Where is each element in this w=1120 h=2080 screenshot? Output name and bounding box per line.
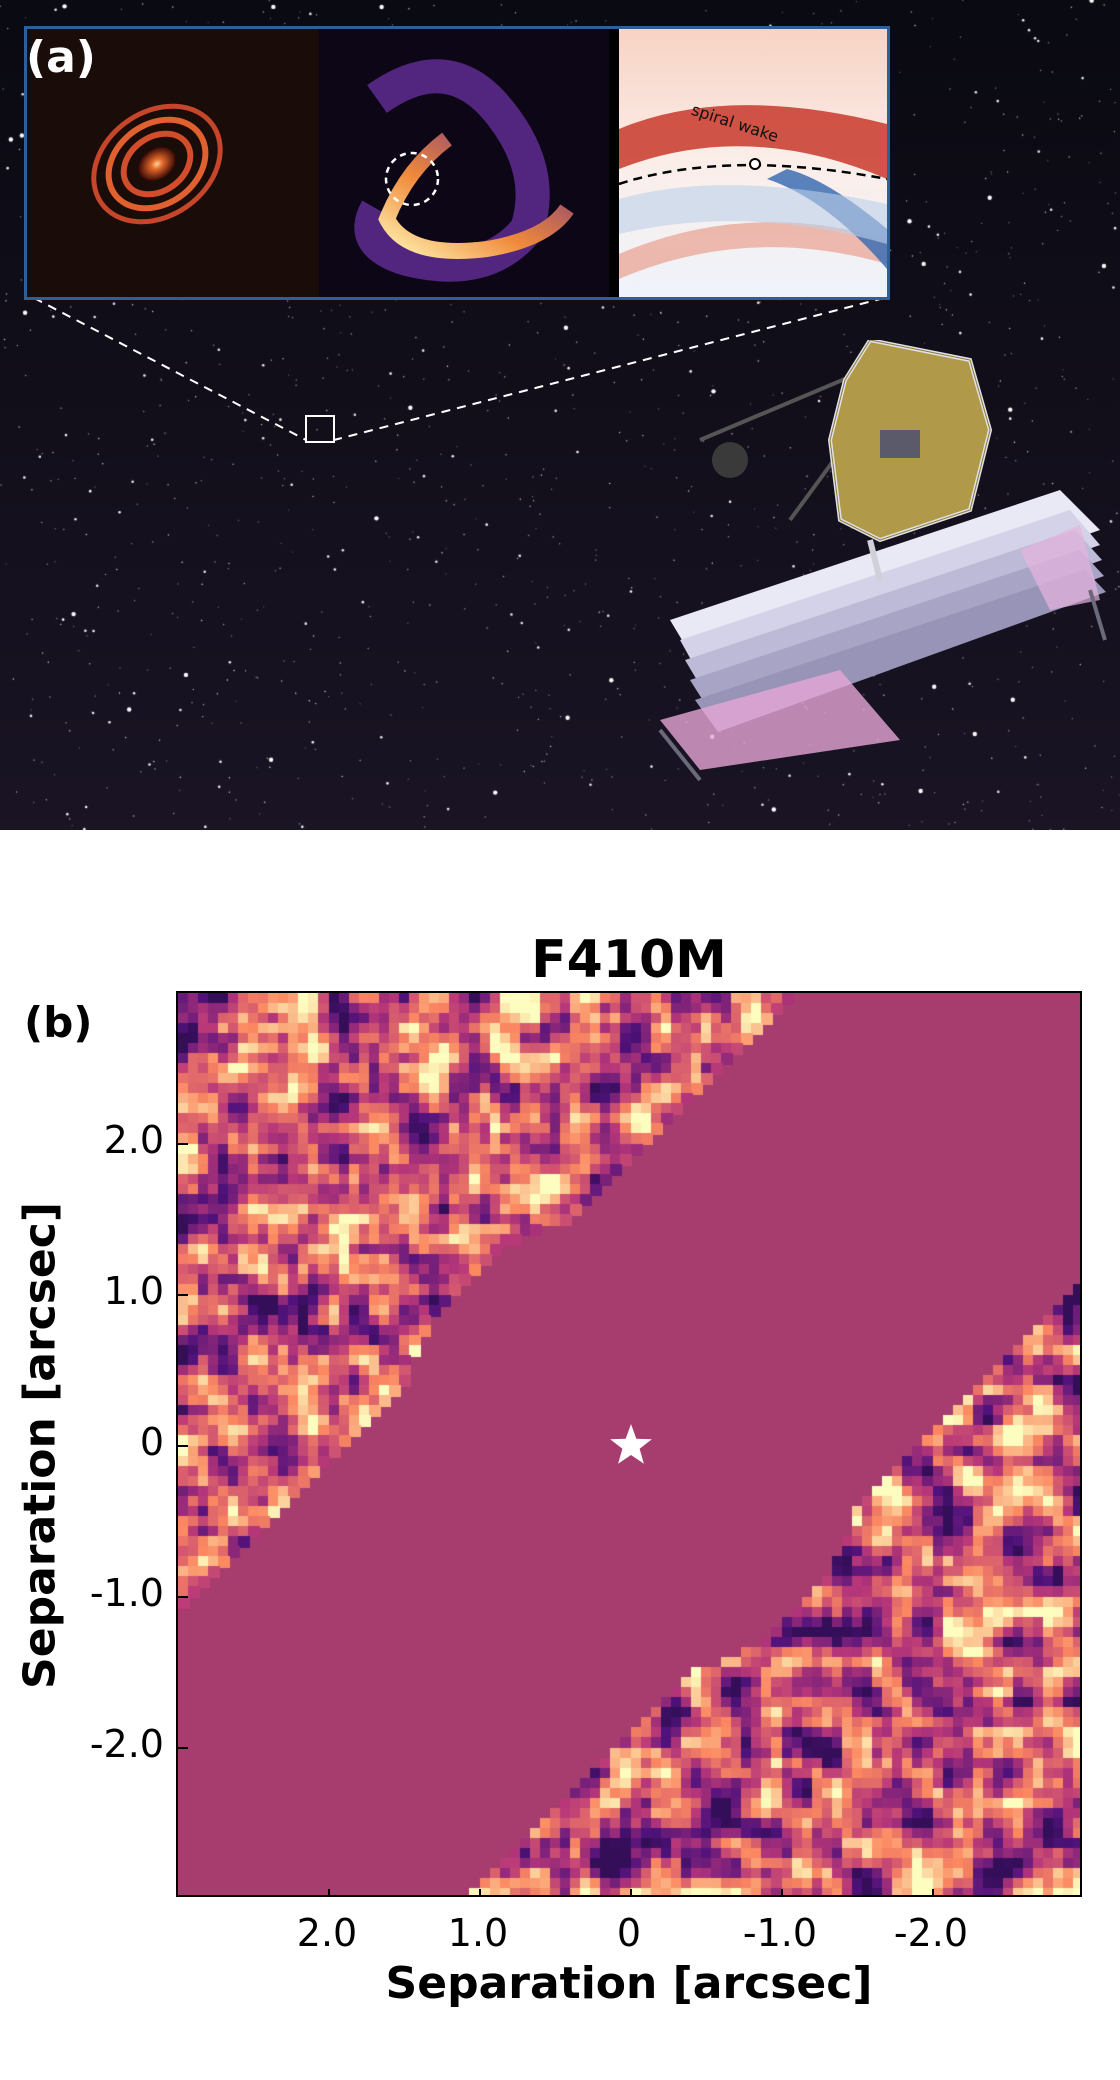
planet-location-circle: [384, 151, 440, 207]
x-tick-label: 2.0: [296, 1911, 358, 1955]
inset-panels: [27, 29, 887, 297]
axes-overlay: [178, 1143, 934, 1895]
y-tick-label: 1.0: [103, 1269, 164, 1313]
zoom-target-box: [305, 415, 335, 443]
x-tick-label: 0: [616, 1911, 642, 1955]
panel-label-a: (a): [26, 32, 96, 83]
spiral-disk-image: [319, 29, 609, 297]
panel-a-jwst-illustration: spiral wake (a): [0, 0, 1120, 830]
host-star-marker: [610, 1424, 652, 1464]
y-tick-label: -1.0: [89, 1571, 164, 1615]
ringed-disk-image: [27, 29, 319, 297]
zoom-lines: [33, 297, 885, 443]
y-axis-label: Separation [arcsec]: [14, 1202, 66, 1689]
inset-frame: [24, 26, 890, 300]
panel-label-b: (b): [24, 998, 93, 1047]
y-tick-label: -2.0: [89, 1722, 164, 1766]
x-axis-label: Separation [arcsec]: [385, 1958, 873, 2009]
x-tick-label: 1.0: [447, 1911, 509, 1955]
chart-title: F410M: [531, 930, 727, 990]
heatmap-plot-area: [176, 991, 1082, 1897]
jwst-telescope-illustration: [658, 340, 1107, 782]
x-tick-label: -1.0: [742, 1911, 818, 1955]
x-tick-label: -2.0: [893, 1911, 969, 1955]
spiral-wake-simulation: [618, 29, 887, 297]
y-tick-label: 2.0: [103, 1118, 164, 1162]
planet-marker: [749, 158, 761, 170]
y-tick-label: 0: [139, 1420, 164, 1464]
